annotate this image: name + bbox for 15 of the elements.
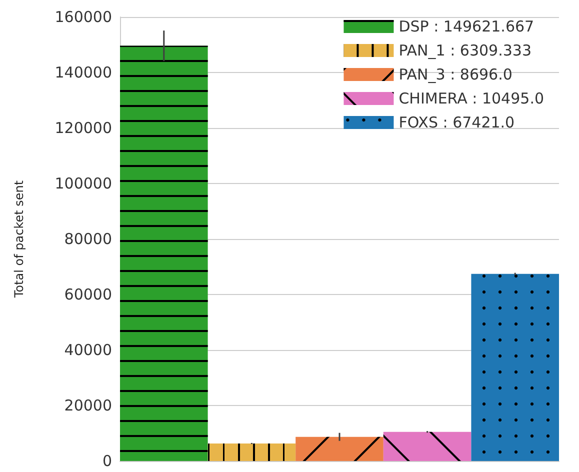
legend-label: PAN_1 : 6309.333 — [398, 42, 532, 60]
y-tick-label: 20000 — [64, 396, 112, 414]
legend-label: DSP : 149621.667 — [398, 18, 534, 36]
y-tick-label: 40000 — [64, 341, 112, 359]
y-tick-label: 160000 — [54, 8, 112, 26]
y-tick-label: 80000 — [64, 230, 112, 248]
legend-label: FOXS : 67421.0 — [398, 114, 515, 132]
y-tick-label: 0 — [102, 452, 112, 470]
y-tick-label: 60000 — [64, 286, 112, 304]
y-tick-label: 120000 — [54, 119, 112, 137]
y-tick-label: 100000 — [54, 174, 112, 192]
legend-label: CHIMERA : 10495.0 — [398, 90, 544, 108]
y-axis-title: Total of packet sent — [12, 180, 26, 299]
legend-label: PAN_3 : 8696.0 — [398, 66, 512, 84]
y-tick-label: 140000 — [54, 64, 112, 82]
